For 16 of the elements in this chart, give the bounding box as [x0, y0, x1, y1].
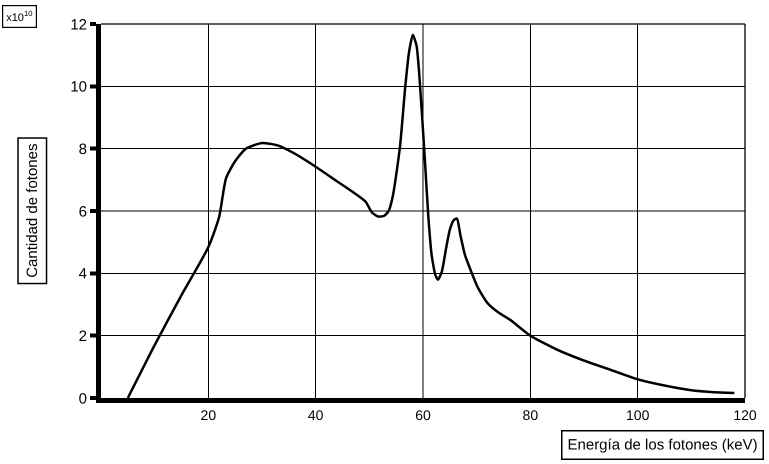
y-tick-label: 10	[70, 78, 87, 96]
x-tick-label: 120	[733, 406, 757, 423]
x-tick-label: 80	[522, 406, 538, 423]
x-tick-label: 100	[626, 406, 650, 423]
y-axis-title: Cantidad de fotones	[24, 144, 41, 278]
y-tick-label: 8	[78, 140, 87, 158]
x-tick-label: 20	[200, 406, 216, 423]
y-tick-label: 0	[78, 390, 87, 408]
y-tick-label: 2	[78, 328, 87, 345]
x-tick-label: 60	[415, 406, 431, 423]
text: x10$^{10}$	[6, 9, 33, 24]
y-tick-label: 4	[78, 266, 87, 283]
x-axis-title: Energía de los fotones (keV)	[568, 436, 758, 454]
y-tick-label: 6	[78, 203, 87, 220]
y-tick-label: 12	[70, 16, 87, 34]
x-tick-label: 40	[308, 406, 324, 423]
